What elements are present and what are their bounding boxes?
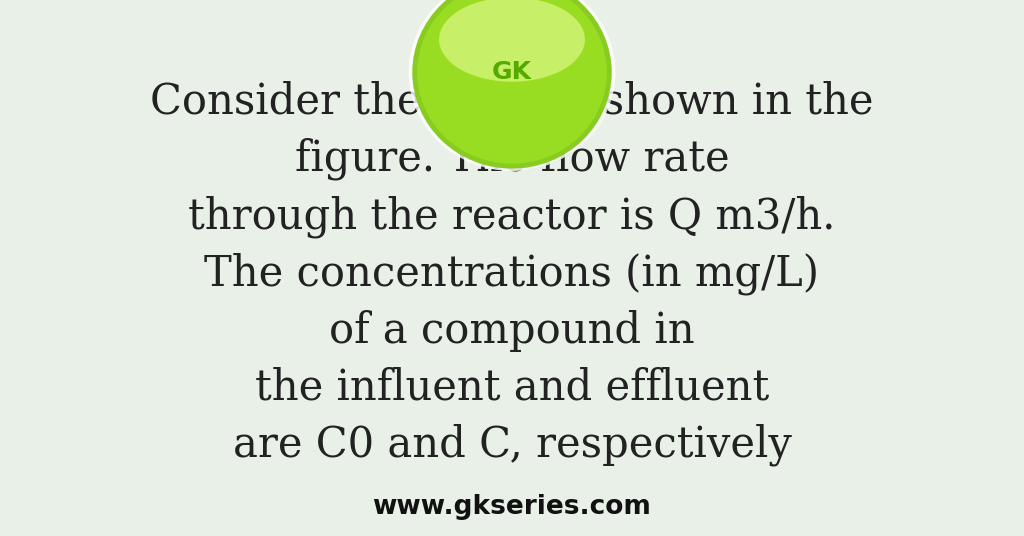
Ellipse shape [415,0,609,166]
Ellipse shape [409,0,615,171]
Text: www.gkseries.com: www.gkseries.com [373,494,651,519]
Ellipse shape [439,0,585,81]
Text: GK: GK [492,61,532,84]
Text: Consider the reactor shown in the
figure. The flow rate
through the reactor is Q: Consider the reactor shown in the figure… [151,81,873,466]
Ellipse shape [418,0,612,170]
